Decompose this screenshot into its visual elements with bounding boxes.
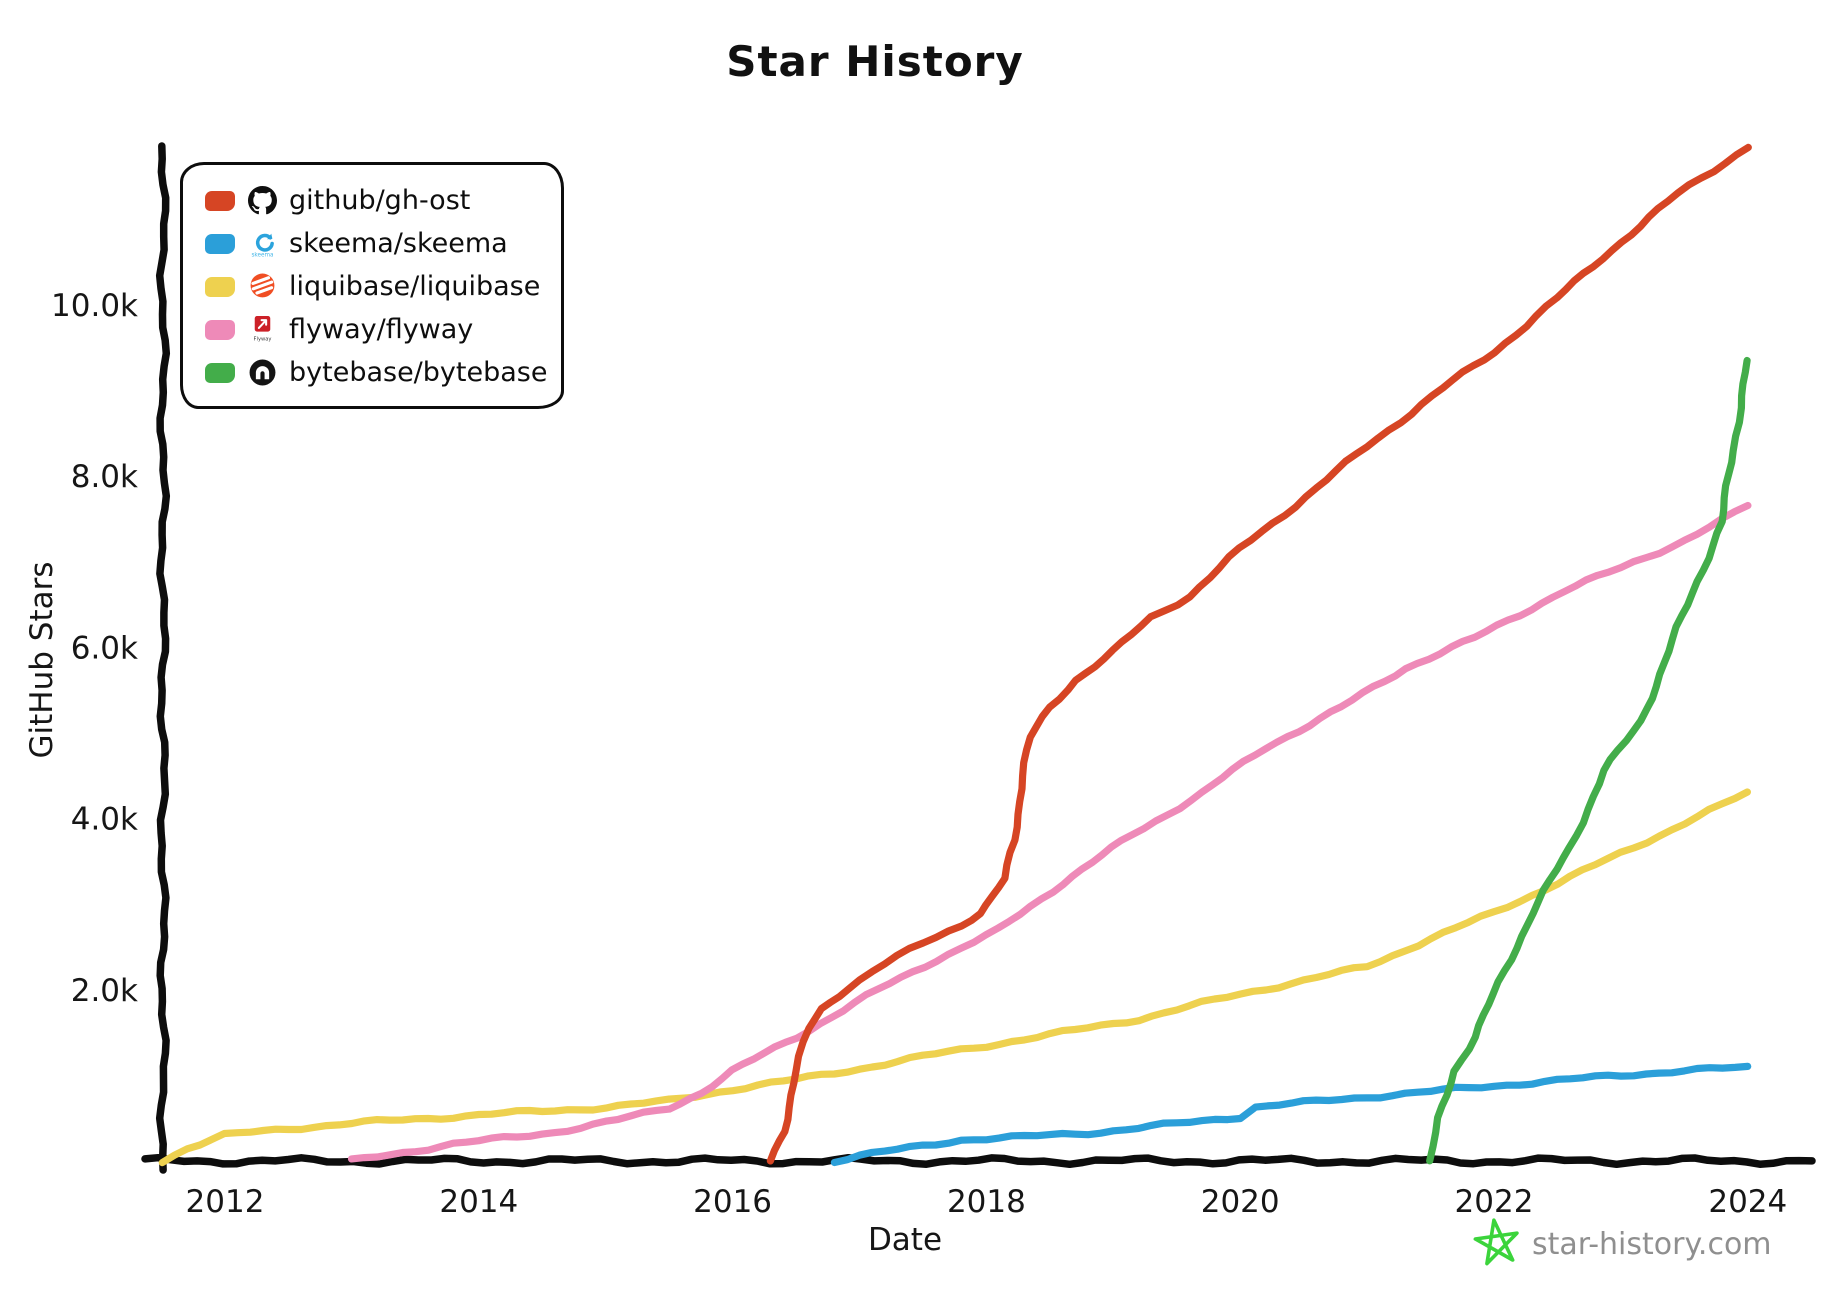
series-line-bytebase-bytebase: [1426, 356, 1751, 1165]
watermark[interactable]: star-history.com: [1473, 1217, 1772, 1266]
x-tick-2012: 2012: [186, 1184, 265, 1220]
legend-item-flyway-flyway: Flyway flyway/flyway: [205, 308, 543, 351]
legend-color-swatch: [205, 233, 235, 254]
x-tick-2022: 2022: [1455, 1184, 1534, 1220]
legend-repo-label: skeema/skeema: [289, 228, 508, 259]
github-icon: [248, 186, 277, 215]
legend-item-skeema-skeema: skeema skeema/skeema: [205, 222, 543, 265]
legend-repo-label: liquibase/liquibase: [289, 271, 541, 302]
chart-title: Star History: [726, 37, 1024, 86]
x-tick-2018: 2018: [947, 1184, 1026, 1220]
legend-color-swatch: [205, 319, 235, 340]
series-line-github-gh-ost: [766, 143, 1752, 1165]
x-axis-line: [141, 1153, 1816, 1169]
x-tick-2014: 2014: [439, 1184, 518, 1220]
svg-text:skeema: skeema: [251, 252, 273, 258]
x-tick-2020: 2020: [1201, 1184, 1280, 1220]
x-tick-2016: 2016: [693, 1184, 772, 1220]
y-axis-label: GitHub Stars: [24, 561, 60, 758]
y-tick-8.0k: 8.0k: [71, 459, 138, 495]
legend-color-swatch: [205, 276, 235, 297]
bytebase-icon: [249, 359, 276, 386]
y-tick-2.0k: 2.0k: [71, 973, 138, 1009]
series-line-skeema-skeema: [830, 1062, 1752, 1167]
legend-item-github-gh-ost: github/gh-ost: [205, 179, 543, 222]
legend-item-bytebase-bytebase: bytebase/bytebase: [205, 351, 547, 394]
liquibase-icon: [250, 273, 275, 298]
series-line-flyway-flyway: [347, 501, 1752, 1163]
y-axis-ticks: 2.0k 4.0k 6.0k 8.0k 10.0k: [51, 288, 138, 1009]
y-tick-6.0k: 6.0k: [71, 630, 138, 666]
skeema-icon: skeema: [251, 233, 274, 258]
x-tick-2024: 2024: [1708, 1184, 1787, 1220]
legend: github/gh-ost skeema skeema/skeema liquibas…: [180, 162, 564, 409]
legend-repo-label: github/gh-ost: [289, 185, 471, 216]
x-axis-ticks: 2012 2014 2016 2018 2020 2022 2024: [186, 1184, 1788, 1220]
legend-color-swatch: [205, 362, 235, 383]
series-line-liquibase-liquibase: [158, 788, 1751, 1167]
series-lines: [158, 143, 1752, 1167]
y-tick-10.0k: 10.0k: [51, 288, 138, 324]
legend-color-swatch: [205, 190, 235, 211]
legend-repo-label: flyway/flyway: [289, 314, 474, 345]
axes: [141, 142, 1816, 1174]
x-axis-label: Date: [868, 1222, 942, 1258]
y-tick-4.0k: 4.0k: [71, 802, 138, 838]
flyway-icon: Flyway: [254, 316, 272, 342]
svg-text:Flyway: Flyway: [254, 336, 272, 342]
y-axis-line: [155, 142, 171, 1174]
watermark-site-link[interactable]: star-history.com: [1532, 1227, 1772, 1262]
star-doodle-icon: [1473, 1218, 1519, 1266]
legend-repo-label: bytebase/bytebase: [289, 357, 548, 388]
legend-item-liquibase-liquibase: liquibase/liquibase: [205, 265, 543, 308]
